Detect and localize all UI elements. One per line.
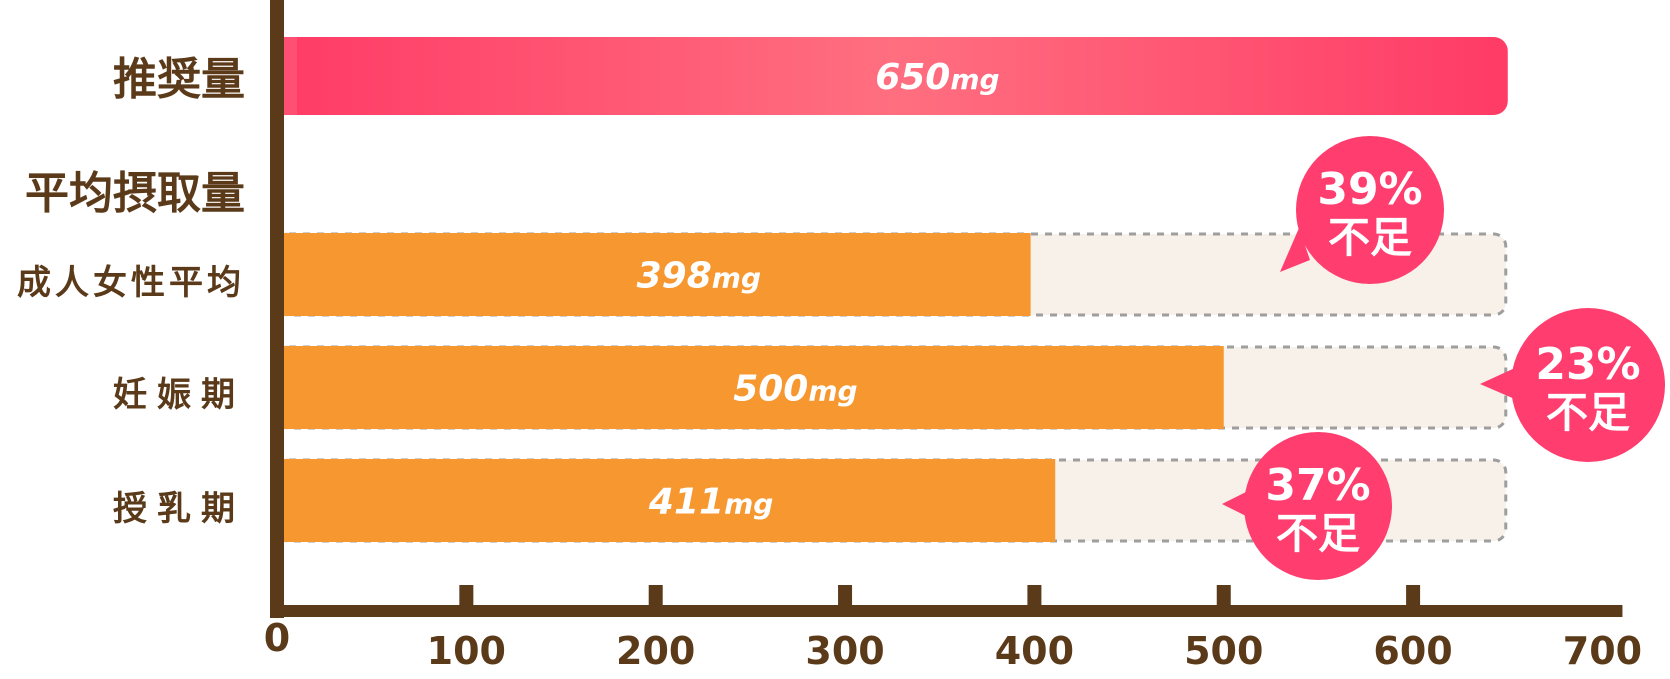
x-axis-line [270,605,1623,617]
category-label-recommended: 推奨量 [113,54,245,105]
shortfall-bubble-0 [1296,136,1444,284]
shortfall-percent-0: 39% [1317,164,1422,215]
x-tick-label-500: 500 [1184,629,1263,673]
shortfall-percent-2: 37% [1265,460,1370,511]
bar-intake-1 [277,233,1031,316]
bar-intake-3 [277,459,1056,542]
category-label-pregnancy: 妊娠期 [113,375,245,415]
shortfall-percent-1: 23% [1535,339,1640,390]
value-label-0: 650mg [875,57,999,98]
shortfall-text-0: 不足 [1328,213,1412,262]
x-tick-mark-500 [1216,585,1231,611]
x-tick-label-700: 700 [1563,629,1642,673]
shortfall-bubble-2 [1244,432,1392,580]
x-tick-label-400: 400 [995,629,1074,673]
x-tick-mark-200 [648,585,663,611]
x-tick-label-0: 0 [264,616,290,660]
group-label-average-intake: 平均摂取量 [25,168,245,219]
shortfall-text-1: 不足 [1546,388,1630,437]
x-tick-mark-300 [838,585,853,611]
bar-intake-2 [277,346,1224,429]
shortfall-bubble-tail-1 [1480,367,1517,400]
bar-recommended [277,37,1508,115]
x-tick-label-200: 200 [616,629,695,673]
x-tick-mark-400 [1027,585,1042,611]
x-tick-label-300: 300 [805,629,884,673]
x-tick-mark-100 [459,585,474,611]
y-axis-line [270,0,284,618]
category-label-lactation: 授乳期 [113,489,245,529]
x-tick-mark-600 [1406,585,1421,611]
shortfall-bubble-1 [1511,308,1665,462]
value-label-3: 411mg [648,482,773,523]
x-tick-label-100: 100 [427,629,506,673]
category-label-adult-women: 成人女性平均 [17,263,245,303]
value-label-2: 500mg [733,369,857,410]
value-label-1: 398mg [637,256,761,297]
shortfall-text-2: 不足 [1276,509,1360,558]
x-tick-label-600: 600 [1373,629,1452,673]
